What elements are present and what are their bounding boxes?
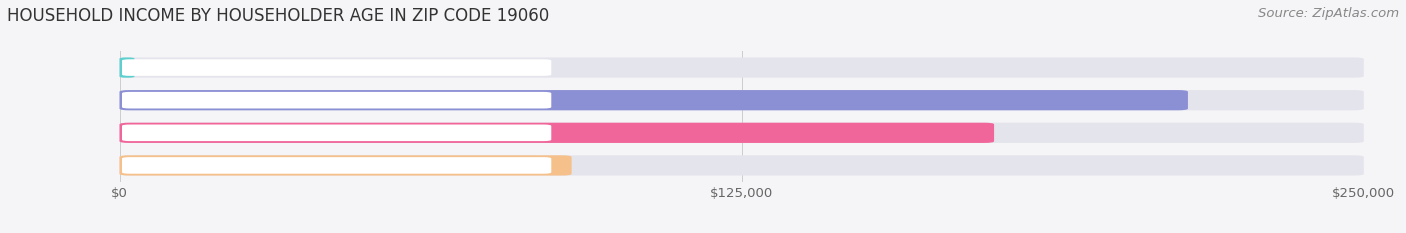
Text: HOUSEHOLD INCOME BY HOUSEHOLDER AGE IN ZIP CODE 19060: HOUSEHOLD INCOME BY HOUSEHOLDER AGE IN Z…	[7, 7, 550, 25]
Text: $0: $0	[146, 61, 165, 75]
Text: $214,659: $214,659	[1115, 93, 1181, 107]
Text: 15 to 24 Years: 15 to 24 Years	[284, 60, 389, 75]
Text: 65+ Years: 65+ Years	[299, 158, 374, 173]
Text: 25 to 44 Years: 25 to 44 Years	[284, 93, 389, 108]
Text: $90,833: $90,833	[508, 158, 565, 172]
Text: 45 to 64 Years: 45 to 64 Years	[284, 125, 389, 140]
Text: Source: ZipAtlas.com: Source: ZipAtlas.com	[1258, 7, 1399, 20]
Text: $175,714: $175,714	[922, 126, 988, 140]
